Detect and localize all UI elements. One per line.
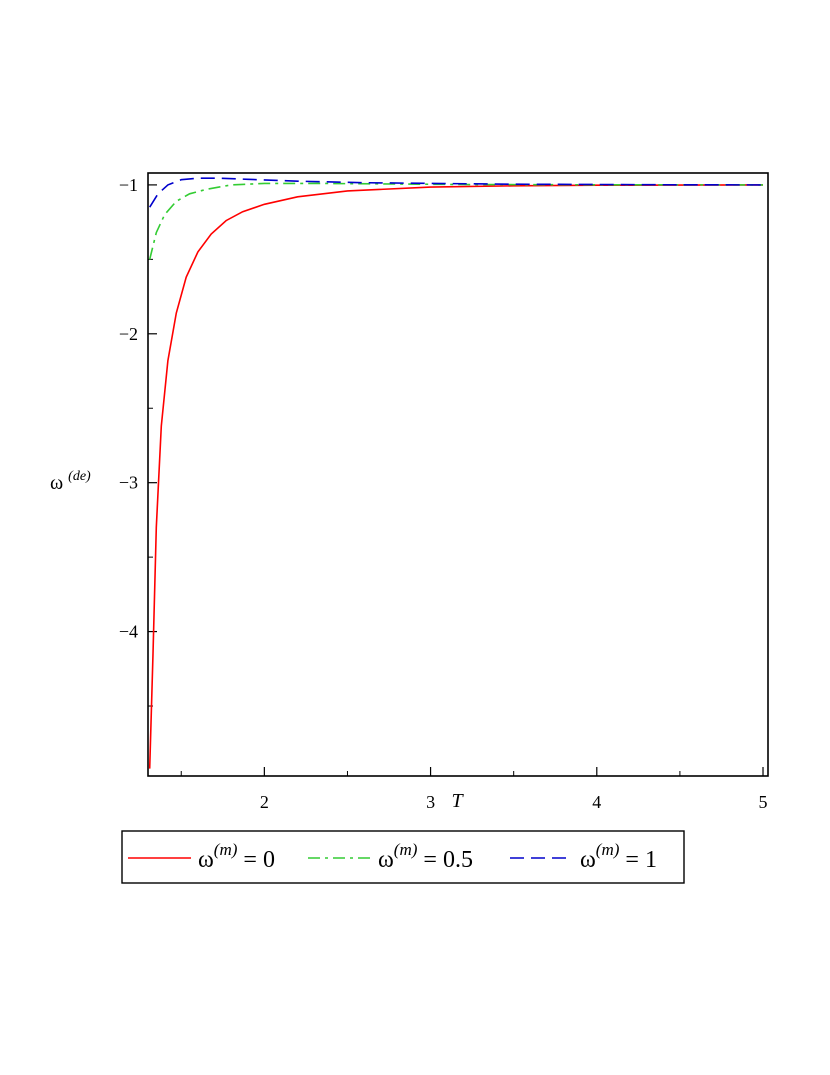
y-tick-label: −4 [119,622,138,642]
tick-marks [148,184,764,776]
x-tick-label: 5 [759,792,768,812]
series-lines [148,177,764,769]
series-line-0 [148,184,764,769]
tick-labels: 2 3 4 5 −1 −2 −3 −4 [119,175,768,812]
y-tick-label: −1 [119,175,138,195]
legend-label-1: ω(m) = 0.5 [378,840,473,873]
series-line-1 [148,182,764,260]
legend: ω(m) = 0 ω(m) = 0.5 ω(m) = 1 [128,840,657,873]
y-axis-label-sup: (de) [68,469,91,484]
y-axis-label: ω (de) [50,469,91,494]
y-tick-label: −2 [119,324,138,344]
x-tick-label: 3 [426,792,435,812]
plot-frame [147,172,769,777]
x-tick-label: 4 [592,792,601,812]
x-axis-label: T [451,790,464,812]
x-tick-label: 2 [260,792,269,812]
y-tick-label: −3 [119,473,138,493]
series-line-2 [149,177,764,208]
legend-label-0: ω(m) = 0 [198,840,275,873]
legend-box [121,830,685,884]
y-axis-label-base: ω [50,472,63,494]
legend-label-2: ω(m) = 1 [580,840,657,873]
